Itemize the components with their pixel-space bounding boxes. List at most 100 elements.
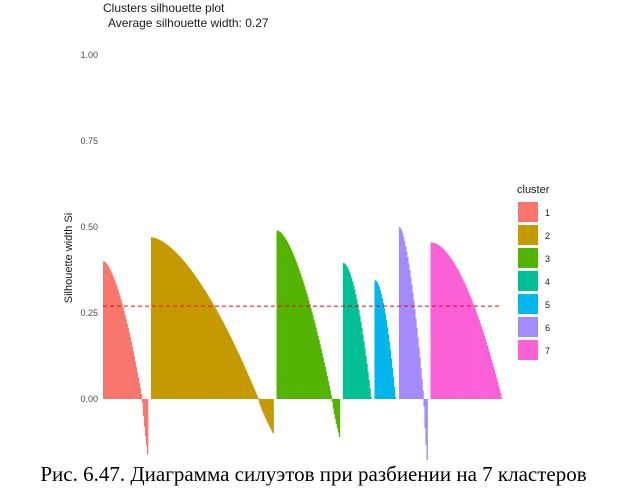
silhouette-bar-cluster-7 xyxy=(452,262,455,399)
silhouette-bar-cluster-2 xyxy=(167,245,169,399)
silhouette-bar-cluster-3 xyxy=(285,240,288,399)
silhouette-bar-cluster-7 xyxy=(467,290,469,399)
silhouette-bar-cluster-2 xyxy=(232,342,235,399)
silhouette-bar-cluster-2 xyxy=(204,290,206,399)
silhouette-bar-cluster-7 xyxy=(479,323,481,399)
silhouette-bar-cluster-5 xyxy=(387,334,390,399)
silhouette-bar-cluster-7 xyxy=(460,275,462,399)
silhouette-bar-cluster-4 xyxy=(357,304,359,399)
silhouette-bar-cluster-1 xyxy=(124,315,126,399)
silhouette-bar-cluster-2 xyxy=(157,238,159,399)
silhouette-bar-cluster-7 xyxy=(469,295,471,399)
silhouette-bar-cluster-2 xyxy=(252,385,254,399)
silhouette-bar-cluster-1 xyxy=(104,261,106,399)
silhouette-bar-cluster-1 xyxy=(114,280,116,399)
silhouette-bar-cluster-2 xyxy=(211,301,213,399)
silhouette-bar-cluster-1 xyxy=(105,262,107,399)
silhouette-bar-cluster-3 xyxy=(313,319,315,399)
silhouette-bar-cluster-2 xyxy=(195,277,198,399)
silhouette-bar-cluster-7 xyxy=(477,317,479,399)
silhouette-bar-cluster-2 xyxy=(240,359,243,399)
silhouette-bar-cluster-1 xyxy=(141,399,144,403)
silhouette-bar-cluster-5 xyxy=(388,341,391,399)
silhouette-bar-cluster-2 xyxy=(207,295,209,399)
silhouette-bar-cluster-7 xyxy=(447,254,450,399)
silhouette-bar-cluster-2 xyxy=(263,399,265,415)
silhouette-bar-cluster-7 xyxy=(440,247,443,399)
y-tick-label: 0.50 xyxy=(80,222,98,232)
silhouette-bar-cluster-3 xyxy=(323,362,325,399)
silhouette-bar-cluster-3 xyxy=(311,311,313,399)
silhouette-bar-cluster-2 xyxy=(243,366,246,399)
silhouette-bar-cluster-1 xyxy=(113,277,115,399)
silhouette-bar-cluster-7 xyxy=(476,314,478,399)
silhouette-bar-cluster-2 xyxy=(182,260,184,399)
silhouette-bar-cluster-3 xyxy=(322,357,324,399)
silhouette-bar-cluster-7 xyxy=(498,389,501,399)
silhouette-bar-cluster-1 xyxy=(135,366,138,399)
silhouette-bar-cluster-2 xyxy=(178,255,180,399)
silhouette-bar-cluster-7 xyxy=(437,245,440,399)
legend-key-6 xyxy=(518,317,538,337)
silhouette-bar-cluster-1 xyxy=(130,341,132,399)
silhouette-bar-cluster-3 xyxy=(281,234,283,399)
silhouette-bar-cluster-2 xyxy=(189,269,192,399)
silhouette-bar-cluster-2 xyxy=(160,240,162,399)
silhouette-bar-cluster-1 xyxy=(126,323,128,399)
silhouette-bar-cluster-7 xyxy=(473,305,475,399)
silhouette-bar-cluster-7 xyxy=(483,335,485,399)
silhouette-bar-cluster-3 xyxy=(283,236,286,399)
y-tick-label: 0.75 xyxy=(80,136,98,146)
silhouette-bar-cluster-7 xyxy=(431,242,433,399)
silhouette-bar-cluster-6 xyxy=(406,251,408,399)
silhouette-bar-cluster-4 xyxy=(347,269,350,399)
silhouette-bar-cluster-2 xyxy=(206,293,208,399)
silhouette-bar-cluster-3 xyxy=(292,254,295,399)
silhouette-bar-cluster-7 xyxy=(493,370,496,399)
silhouette-bar-cluster-2 xyxy=(235,348,238,399)
silhouette-bar-cluster-1 xyxy=(134,361,137,399)
silhouette-bar-cluster-2 xyxy=(198,282,201,399)
silhouette-bar-cluster-7 xyxy=(490,359,493,399)
silhouette-bar-cluster-3 xyxy=(337,399,340,433)
silhouette-bar-cluster-5 xyxy=(389,350,392,399)
silhouette-bar-cluster-7 xyxy=(470,297,472,399)
silhouette-bar-cluster-7 xyxy=(485,342,488,399)
silhouette-bar-cluster-3 xyxy=(276,230,278,399)
silhouette-bar-cluster-2 xyxy=(260,399,262,407)
silhouette-bar-cluster-2 xyxy=(265,399,267,420)
y-axis: 0.00 0.25 0.50 0.75 1.00 xyxy=(80,50,98,404)
silhouette-chart: Clusters silhouette plot Average silhoue… xyxy=(63,1,550,460)
silhouette-bar-cluster-2 xyxy=(171,248,173,399)
silhouette-bar-cluster-7 xyxy=(453,263,456,399)
silhouette-bar-cluster-4 xyxy=(345,265,348,399)
silhouette-bar-cluster-2 xyxy=(269,399,271,428)
silhouette-bar-cluster-1 xyxy=(111,272,113,399)
chart-title: Clusters silhouette plot xyxy=(103,1,225,15)
silhouette-bar-cluster-2 xyxy=(150,237,153,399)
silhouette-bar-cluster-6 xyxy=(407,257,409,399)
silhouette-bar-cluster-2 xyxy=(268,399,270,426)
silhouette-bar-cluster-1 xyxy=(112,275,114,399)
silhouette-bar-cluster-3 xyxy=(297,267,300,399)
silhouette-bar-cluster-2 xyxy=(181,259,183,399)
silhouette-bar-cluster-4 xyxy=(351,278,353,399)
silhouette-bar-cluster-2 xyxy=(254,389,256,399)
silhouette-bar-cluster-6 xyxy=(416,327,418,399)
silhouette-bar-cluster-5 xyxy=(376,282,378,399)
silhouette-bar-cluster-1 xyxy=(145,399,148,446)
silhouette-bar-cluster-6 xyxy=(424,399,426,428)
silhouette-bar-cluster-3 xyxy=(318,339,320,399)
silhouette-bar-cluster-3 xyxy=(326,376,328,399)
silhouette-bar-cluster-2 xyxy=(176,253,178,399)
silhouette-bar-cluster-2 xyxy=(196,279,199,399)
silhouette-bar-cluster-4 xyxy=(367,371,369,399)
silhouette-bar-cluster-7 xyxy=(462,279,464,399)
silhouette-bar-cluster-2 xyxy=(241,361,244,399)
silhouette-bar-cluster-6 xyxy=(419,357,421,399)
silhouette-bar-cluster-1 xyxy=(129,336,131,399)
silhouette-bar-cluster-5 xyxy=(374,280,376,399)
silhouette-bar-cluster-5 xyxy=(391,367,394,399)
legend-key-4 xyxy=(518,271,538,291)
silhouette-bar-cluster-3 xyxy=(329,390,331,399)
